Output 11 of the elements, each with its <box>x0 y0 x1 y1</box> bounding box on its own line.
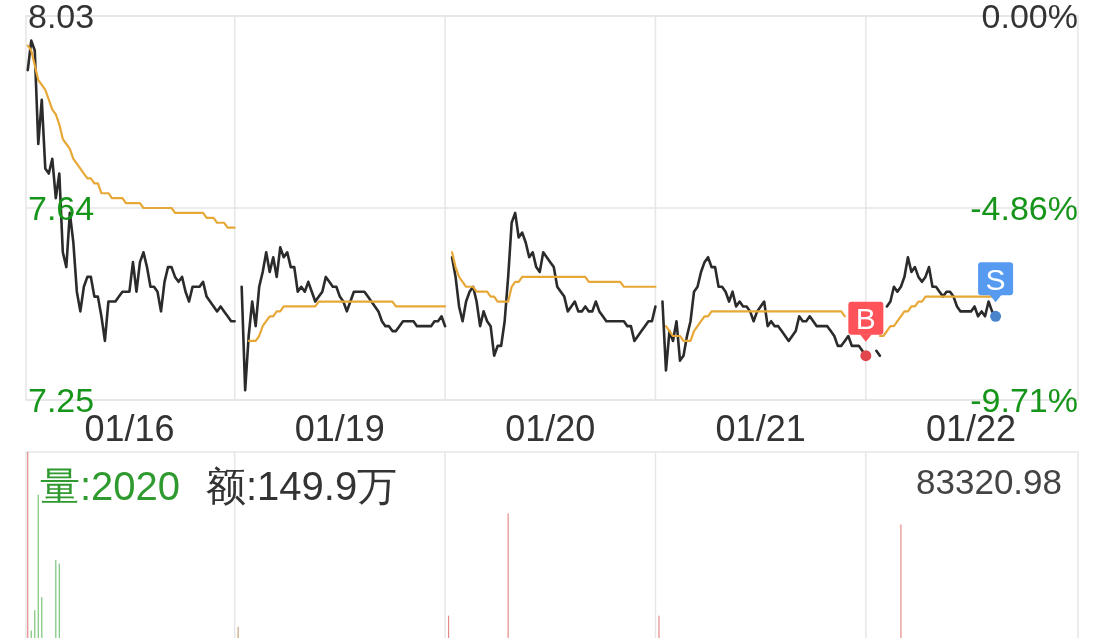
annotation: 83320.98 <box>916 462 1062 501</box>
series-label: B <box>855 301 876 335</box>
x-tick-label: 01/20 <box>505 407 596 449</box>
y2-tick-label: 0.00% <box>981 0 1078 35</box>
x-tick-label: 01/21 <box>715 407 806 449</box>
annotation: 额:149.9万 <box>206 464 398 508</box>
series-label: S <box>985 262 1006 296</box>
y-tick-label: 8.03 <box>28 0 95 35</box>
y2-tick-label: -4.86% <box>970 189 1078 228</box>
annotation: 量:2020 <box>40 464 181 508</box>
x-tick-label: 01/19 <box>294 407 385 449</box>
